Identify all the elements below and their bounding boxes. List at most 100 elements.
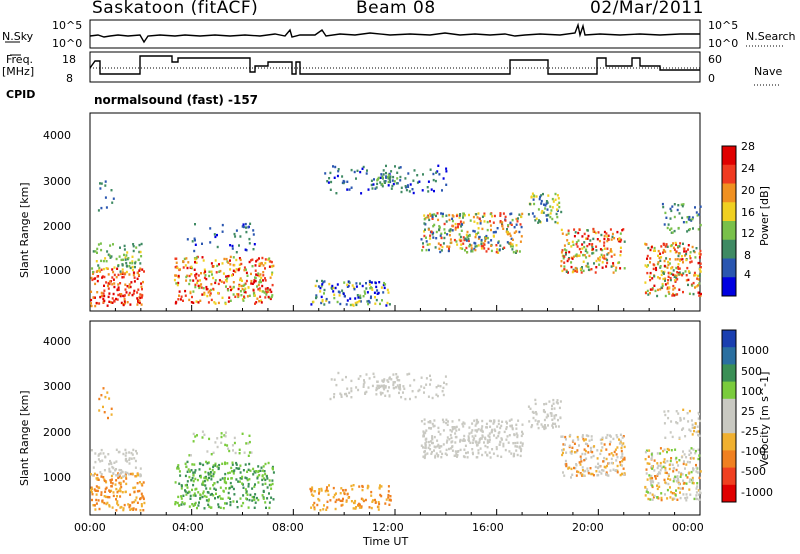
velocity-cell xyxy=(234,451,237,455)
power-cell xyxy=(113,273,116,277)
power-cell xyxy=(506,228,508,231)
velocity-cell xyxy=(664,461,667,464)
power-cell xyxy=(129,303,132,306)
velocity-cell xyxy=(120,472,122,475)
power-cell xyxy=(190,301,193,304)
power-cell xyxy=(241,287,244,291)
power-cell xyxy=(520,215,523,219)
power-cell xyxy=(699,294,702,297)
velocity-cell xyxy=(534,398,537,402)
velocity-cell xyxy=(652,496,655,499)
power-cell xyxy=(258,257,260,260)
velocity-cell xyxy=(422,455,425,458)
power-cell xyxy=(244,222,247,226)
velocity-cell xyxy=(679,416,682,420)
velocity-cell xyxy=(246,470,249,473)
power-cell xyxy=(509,241,512,245)
power-cell xyxy=(546,218,548,221)
power-cell xyxy=(377,176,380,180)
velocity-cbar-tick-1000: 1000 xyxy=(741,344,769,357)
power-cell xyxy=(567,232,570,235)
power-cell xyxy=(425,248,428,252)
velocity-cell xyxy=(698,434,701,437)
velocity-cell xyxy=(664,471,667,474)
power-cell xyxy=(224,302,227,306)
velocity-cell xyxy=(126,460,129,463)
power-cell xyxy=(492,235,495,238)
velocity-cell xyxy=(231,461,234,464)
power-cell xyxy=(538,197,541,201)
power-cell xyxy=(113,285,116,289)
power-cell xyxy=(115,297,117,301)
velocity-cell xyxy=(203,476,206,480)
velocity-cell xyxy=(451,449,454,452)
velocity-cell xyxy=(668,463,671,467)
velocity-cell xyxy=(475,418,478,422)
velocity-cell xyxy=(95,502,98,505)
velocity-cell xyxy=(467,435,470,438)
velocity-cell xyxy=(558,406,561,410)
power-cell xyxy=(426,243,429,246)
velocity-cell xyxy=(536,423,539,426)
power-cell xyxy=(606,258,609,262)
power-cell xyxy=(465,239,468,242)
velocity-cell xyxy=(517,419,520,422)
velocity-cell xyxy=(697,430,700,433)
velocity-cell xyxy=(213,487,216,490)
power-cell xyxy=(229,259,231,262)
velocity-cell xyxy=(609,434,611,437)
velocity-cell xyxy=(435,386,438,389)
velocity-cell xyxy=(310,490,313,493)
velocity-cell xyxy=(544,424,546,427)
velocity-cell xyxy=(649,479,652,482)
power-cell xyxy=(265,291,268,294)
velocity-cell xyxy=(653,459,656,462)
power-cell xyxy=(422,173,424,176)
velocity-cell xyxy=(547,414,550,418)
velocity-cell xyxy=(424,442,427,445)
power-cell xyxy=(225,280,228,283)
velocity-cell xyxy=(657,482,660,485)
velocity-cell xyxy=(664,466,667,470)
power-cell xyxy=(472,215,475,219)
power-cell xyxy=(487,247,490,251)
velocity-cell xyxy=(209,472,212,476)
velocity-colorbar xyxy=(721,329,737,503)
velocity-cell xyxy=(651,493,654,496)
power-cell xyxy=(124,272,127,275)
velocity-cell xyxy=(103,495,106,498)
velocity-cell xyxy=(241,482,244,485)
velocity-cell xyxy=(205,495,208,499)
power-cell xyxy=(254,302,256,305)
power-cell xyxy=(663,264,666,268)
power-cell xyxy=(467,239,470,243)
power-cell xyxy=(99,187,102,190)
power-cell xyxy=(540,202,543,205)
power-cell xyxy=(320,285,323,288)
power-cell xyxy=(683,250,686,253)
power-cell xyxy=(555,212,558,216)
velocity-cell xyxy=(257,498,260,502)
velocity-cell xyxy=(180,487,183,490)
velocity-cell xyxy=(362,499,365,503)
power-cell xyxy=(381,299,383,302)
power-cell xyxy=(127,293,130,297)
power-cell xyxy=(131,268,134,272)
power-cell xyxy=(129,285,132,289)
velocity-cell xyxy=(692,468,695,471)
power-cell xyxy=(348,188,351,191)
power-cell xyxy=(654,249,656,252)
velocity-cell xyxy=(376,384,379,387)
power-cell xyxy=(241,279,243,282)
velocity-cell xyxy=(266,486,269,489)
velocity-cell xyxy=(513,452,516,456)
velocity-cell xyxy=(497,435,500,438)
power-cell xyxy=(441,189,443,192)
power-cell xyxy=(677,204,680,207)
velocity-cell xyxy=(406,373,409,376)
velocity-cell xyxy=(232,449,234,452)
power-cell xyxy=(376,289,379,292)
power-cell xyxy=(433,223,436,227)
power-cell xyxy=(137,273,140,277)
velocity-cell xyxy=(112,472,115,475)
